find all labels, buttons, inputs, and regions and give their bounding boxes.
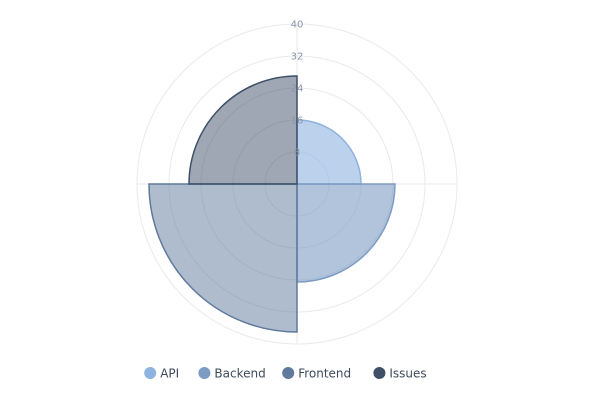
legend[interactable]: API Backend Frontend Issues [144,367,427,381]
legend-label: API [160,367,179,381]
segment-issues[interactable] [188,75,298,185]
segment-frontend[interactable] [148,183,298,333]
legend-swatch [144,367,157,379]
tick-label: 24 [291,84,304,95]
legend-item-frontend[interactable]: Frontend [282,367,351,381]
legend-label: Frontend [298,367,351,381]
legend-item-api[interactable]: API [144,367,179,381]
tick-label: 40 [291,20,304,31]
tick-label: 16 [291,116,304,127]
segments [148,75,396,333]
legend-item-backend[interactable]: Backend [198,367,266,381]
legend-label: Backend [214,367,265,381]
legend-swatch [373,367,386,379]
legend-swatch [282,367,295,379]
tick-label: 32 [291,52,304,63]
legend-label: Issues [389,367,426,381]
legend-swatch [198,367,211,379]
radial-ticks: 8 16 24 32 40 [291,20,304,159]
legend-item-issues[interactable]: Issues [373,367,427,381]
segment-api[interactable] [296,119,362,185]
segment-backend[interactable] [296,183,396,283]
tick-label: 8 [294,148,300,159]
